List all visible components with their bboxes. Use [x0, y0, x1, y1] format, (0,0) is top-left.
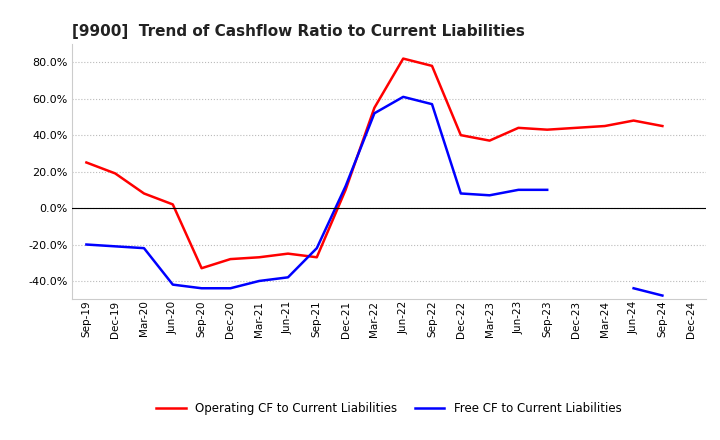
Operating CF to Current Liabilities	[485, 138, 494, 143]
Free CF to Current Liabilities	[111, 244, 120, 249]
Operating CF to Current Liabilities	[82, 160, 91, 165]
Operating CF to Current Liabilities	[197, 266, 206, 271]
Free CF to Current Liabilities	[514, 187, 523, 192]
Free CF to Current Liabilities	[284, 275, 292, 280]
Operating CF to Current Liabilities	[168, 202, 177, 207]
Free CF to Current Liabilities	[399, 94, 408, 99]
Free CF to Current Liabilities	[226, 286, 235, 291]
Operating CF to Current Liabilities	[341, 187, 350, 192]
Operating CF to Current Liabilities	[111, 171, 120, 176]
Operating CF to Current Liabilities	[255, 255, 264, 260]
Free CF to Current Liabilities	[543, 187, 552, 192]
Operating CF to Current Liabilities	[456, 132, 465, 138]
Free CF to Current Liabilities	[255, 279, 264, 284]
Operating CF to Current Liabilities	[600, 123, 609, 128]
Free CF to Current Liabilities	[341, 183, 350, 189]
Free CF to Current Liabilities	[140, 246, 148, 251]
Line: Free CF to Current Liabilities: Free CF to Current Liabilities	[86, 97, 547, 288]
Operating CF to Current Liabilities	[572, 125, 580, 131]
Operating CF to Current Liabilities	[312, 255, 321, 260]
Operating CF to Current Liabilities	[370, 105, 379, 110]
Operating CF to Current Liabilities	[514, 125, 523, 131]
Free CF to Current Liabilities	[312, 246, 321, 251]
Free CF to Current Liabilities	[456, 191, 465, 196]
Operating CF to Current Liabilities	[629, 118, 638, 123]
Free CF to Current Liabilities	[82, 242, 91, 247]
Operating CF to Current Liabilities	[284, 251, 292, 256]
Operating CF to Current Liabilities	[226, 257, 235, 262]
Operating CF to Current Liabilities	[543, 127, 552, 132]
Line: Operating CF to Current Liabilities: Operating CF to Current Liabilities	[86, 59, 662, 268]
Free CF to Current Liabilities	[485, 193, 494, 198]
Operating CF to Current Liabilities	[658, 123, 667, 128]
Free CF to Current Liabilities	[197, 286, 206, 291]
Operating CF to Current Liabilities	[140, 191, 148, 196]
Operating CF to Current Liabilities	[399, 56, 408, 61]
Text: [9900]  Trend of Cashflow Ratio to Current Liabilities: [9900] Trend of Cashflow Ratio to Curren…	[72, 24, 525, 39]
Legend: Operating CF to Current Liabilities, Free CF to Current Liabilities: Operating CF to Current Liabilities, Fre…	[156, 402, 621, 415]
Operating CF to Current Liabilities	[428, 63, 436, 69]
Free CF to Current Liabilities	[168, 282, 177, 287]
Free CF to Current Liabilities	[428, 102, 436, 107]
Free CF to Current Liabilities	[370, 110, 379, 116]
